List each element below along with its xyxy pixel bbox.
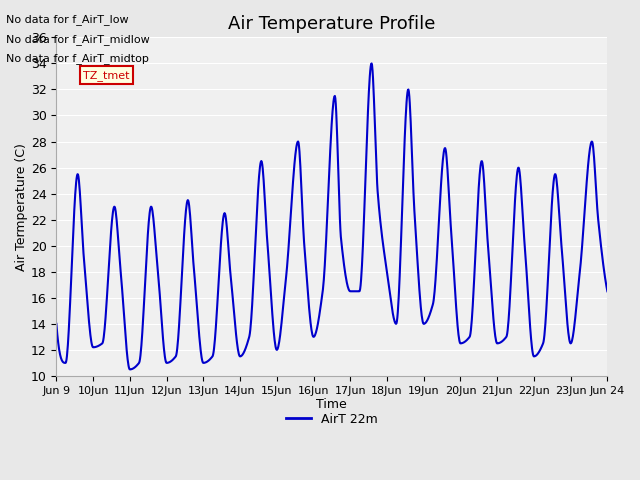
Text: No data for f_AirT_midtop: No data for f_AirT_midtop <box>6 53 149 64</box>
Legend: AirT 22m: AirT 22m <box>281 408 383 431</box>
X-axis label: Time: Time <box>317 398 348 411</box>
Y-axis label: Air Termperature (C): Air Termperature (C) <box>15 143 28 271</box>
Text: TZ_tmet: TZ_tmet <box>83 70 130 81</box>
Text: No data for f_AirT_midlow: No data for f_AirT_midlow <box>6 34 150 45</box>
Title: Air Temperature Profile: Air Temperature Profile <box>228 15 436 33</box>
Text: No data for f_AirT_low: No data for f_AirT_low <box>6 14 129 25</box>
